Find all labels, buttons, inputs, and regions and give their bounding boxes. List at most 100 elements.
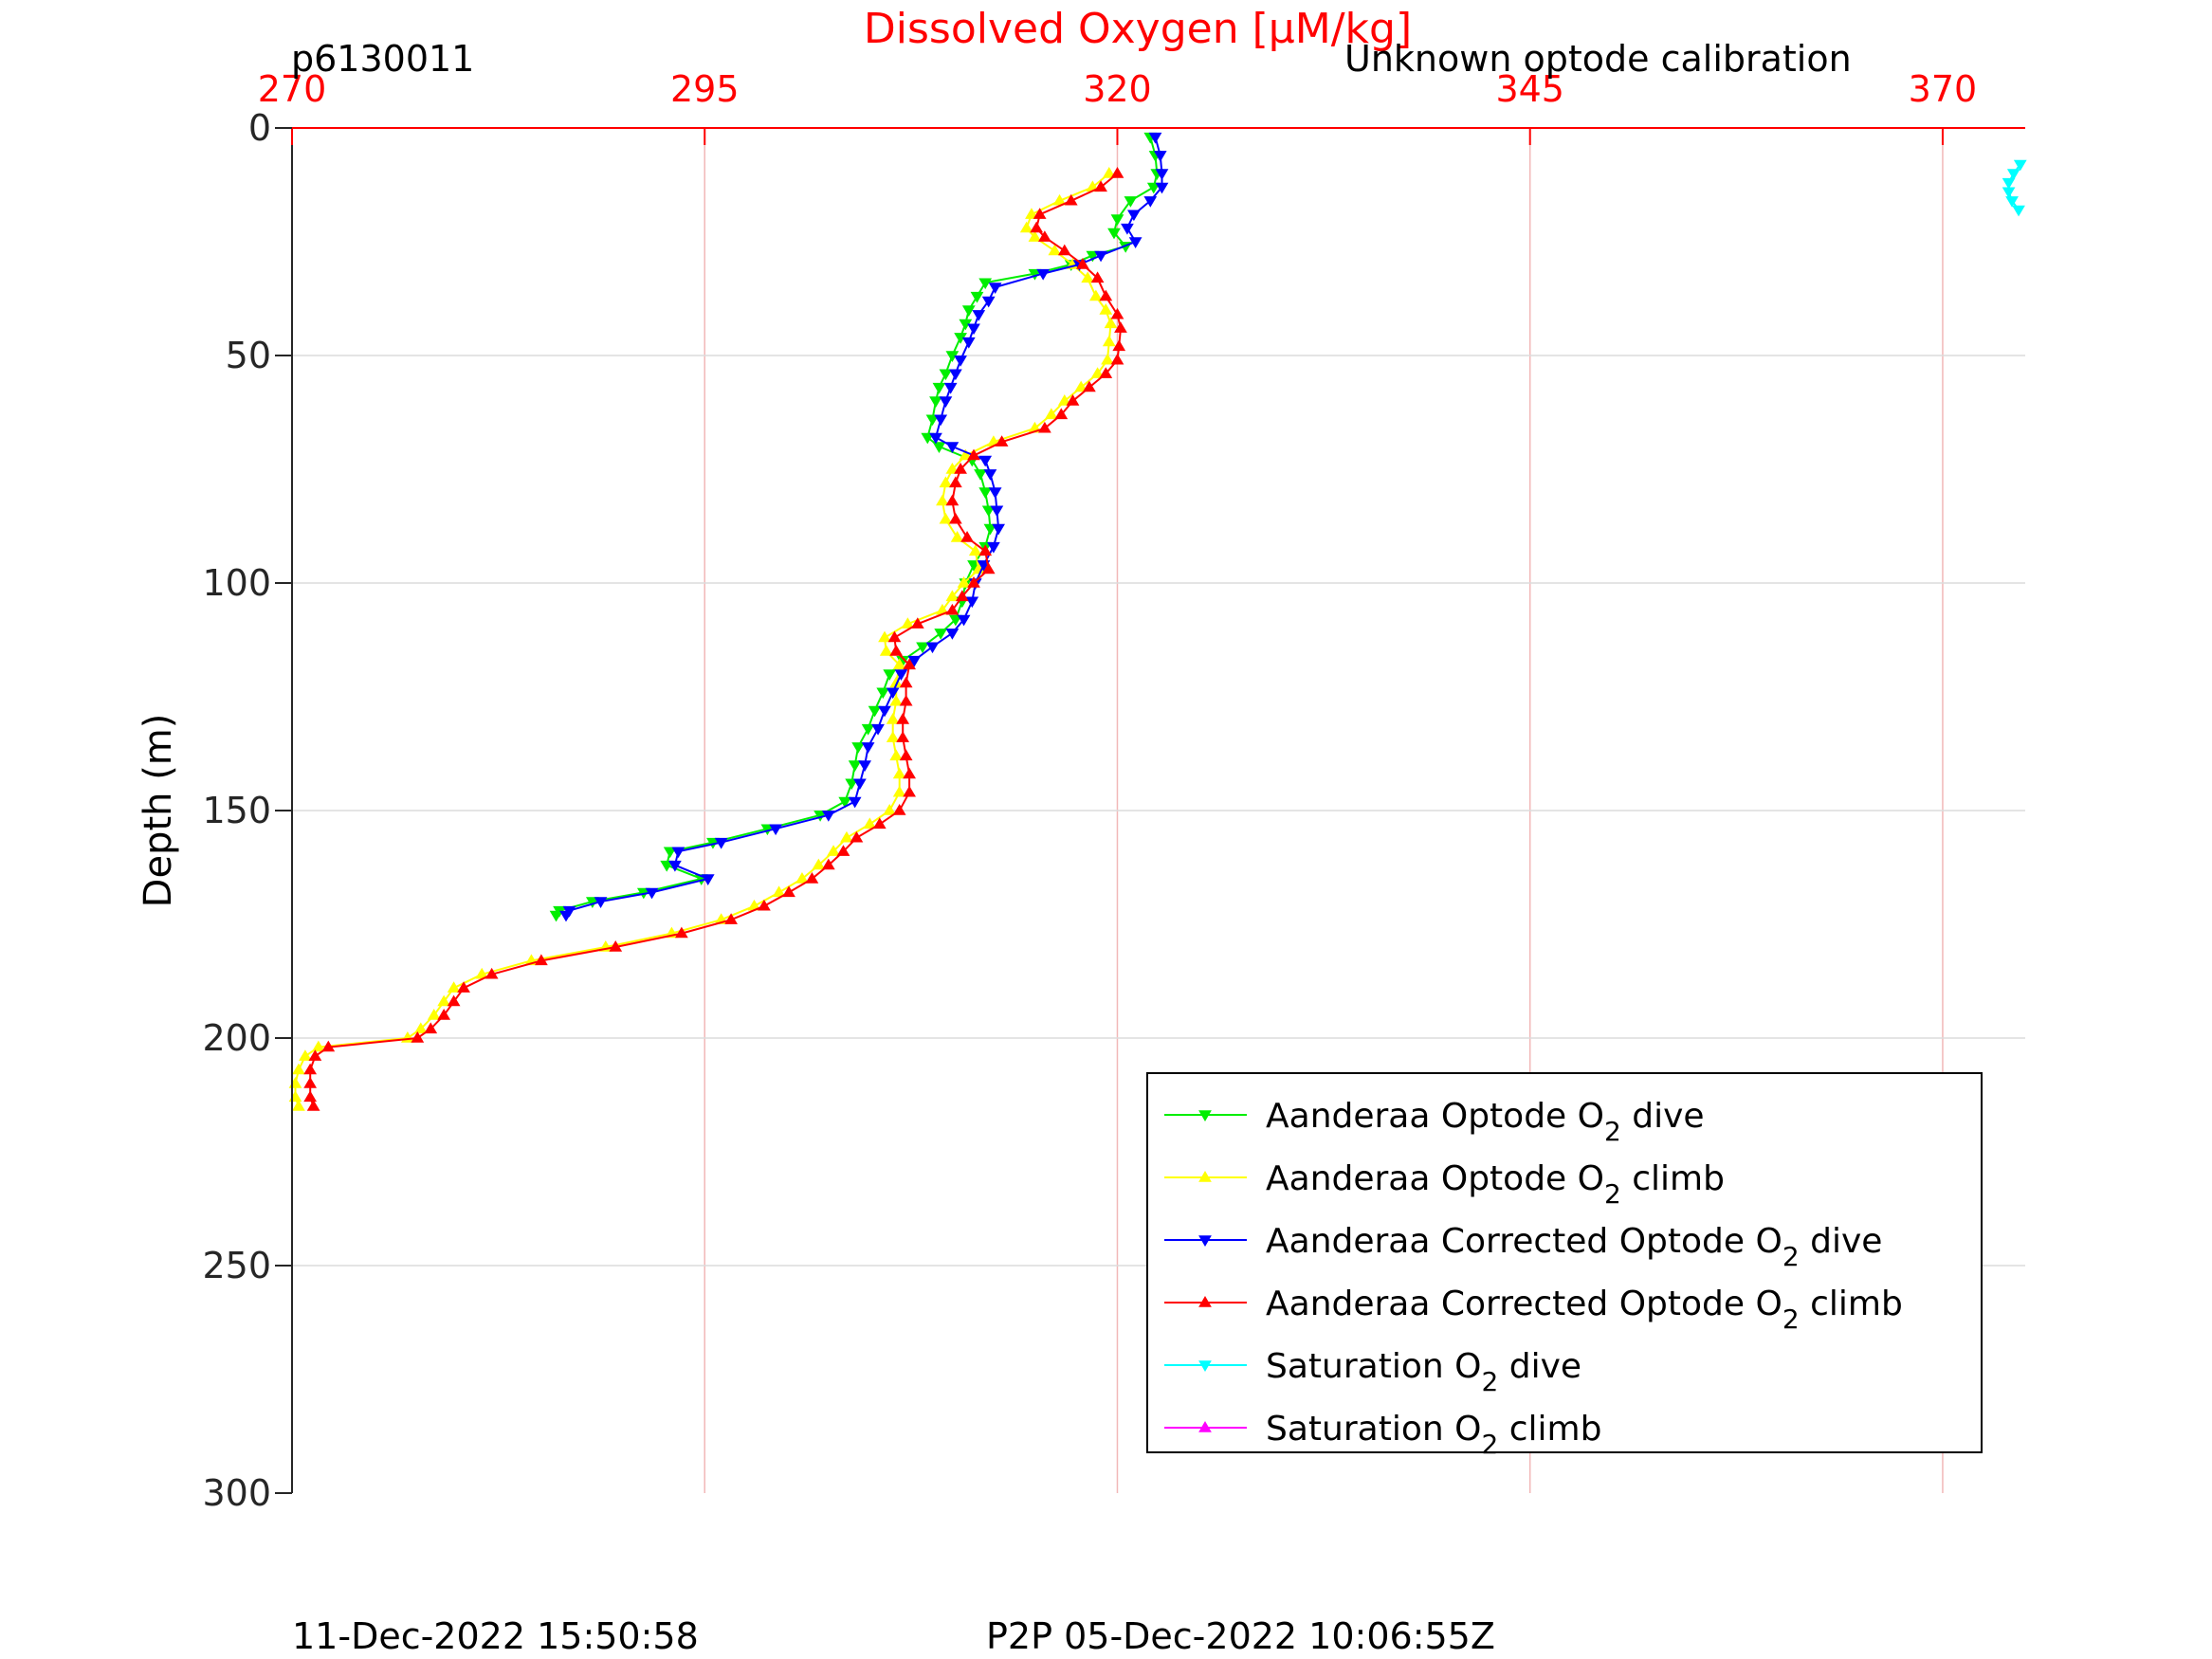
data-point bbox=[1057, 394, 1071, 406]
data-point bbox=[932, 442, 946, 453]
data-point bbox=[943, 382, 958, 394]
data-point bbox=[772, 885, 786, 898]
data-point bbox=[981, 505, 996, 518]
data-point bbox=[878, 705, 891, 718]
data-point bbox=[992, 523, 1006, 536]
data-point bbox=[886, 713, 900, 724]
data-point bbox=[939, 476, 953, 488]
data-point bbox=[838, 796, 852, 809]
data-point bbox=[957, 614, 971, 627]
data-point bbox=[858, 760, 871, 772]
data-point bbox=[1090, 367, 1105, 378]
legend-marker bbox=[1198, 1171, 1212, 1182]
data-point bbox=[1101, 353, 1114, 365]
data-point bbox=[961, 305, 976, 317]
data-point bbox=[954, 463, 967, 474]
data-point bbox=[671, 847, 686, 859]
legend-marker bbox=[1198, 1296, 1212, 1307]
data-point bbox=[948, 512, 962, 524]
data-point bbox=[945, 629, 960, 640]
data-point bbox=[645, 887, 659, 900]
data-point bbox=[840, 830, 853, 843]
data-point bbox=[1033, 208, 1047, 219]
data-point bbox=[972, 310, 986, 321]
data-point bbox=[321, 1040, 336, 1052]
data-point bbox=[896, 713, 910, 724]
y-axis-label: Depth (m) bbox=[137, 714, 180, 908]
y-tick-label: 0 bbox=[248, 107, 271, 149]
data-point bbox=[2002, 177, 2016, 190]
data-point bbox=[876, 687, 890, 700]
data-point bbox=[1114, 321, 1127, 333]
data-point bbox=[978, 455, 993, 467]
series-group bbox=[288, 167, 1118, 1111]
data-point bbox=[899, 749, 913, 761]
data-point bbox=[1099, 289, 1113, 301]
data-point bbox=[1124, 196, 1138, 208]
data-point bbox=[889, 694, 904, 706]
data-point bbox=[1104, 317, 1118, 329]
y-tick-label: 150 bbox=[202, 790, 271, 831]
data-point bbox=[921, 432, 935, 445]
data-point bbox=[901, 617, 915, 629]
x-axis-label: Dissolved Oxygen [μM/kg] bbox=[864, 5, 1412, 53]
data-series bbox=[288, 132, 2027, 1111]
data-point bbox=[929, 396, 942, 408]
data-point bbox=[805, 872, 819, 884]
data-point bbox=[889, 645, 904, 656]
data-point bbox=[758, 899, 771, 911]
data-point bbox=[988, 487, 1002, 499]
data-point bbox=[1155, 169, 1169, 180]
data-point bbox=[848, 796, 862, 809]
data-point bbox=[812, 858, 826, 870]
data-point bbox=[981, 562, 996, 574]
data-point bbox=[945, 494, 960, 506]
data-point bbox=[413, 1022, 428, 1034]
data-point bbox=[1121, 223, 1134, 235]
data-point bbox=[1107, 228, 1121, 240]
data-point bbox=[967, 448, 980, 461]
data-point bbox=[714, 837, 728, 849]
data-point bbox=[899, 676, 913, 688]
data-point bbox=[916, 642, 929, 654]
x-tick-label: 320 bbox=[1083, 68, 1152, 110]
data-point bbox=[411, 1031, 425, 1043]
data-point bbox=[945, 463, 960, 474]
data-point bbox=[939, 369, 953, 381]
data-point bbox=[883, 669, 897, 681]
data-point bbox=[950, 531, 964, 542]
data-point bbox=[457, 981, 470, 993]
data-point bbox=[1057, 244, 1071, 256]
data-point bbox=[663, 847, 677, 859]
x-tick-label: 345 bbox=[1495, 68, 1564, 110]
data-point bbox=[907, 655, 922, 667]
data-point bbox=[978, 544, 993, 556]
data-point bbox=[1110, 167, 1124, 178]
data-point bbox=[1054, 408, 1069, 420]
data-point bbox=[447, 981, 461, 993]
data-point bbox=[821, 811, 835, 822]
data-point bbox=[959, 448, 973, 461]
data-point bbox=[925, 642, 940, 654]
data-point bbox=[967, 560, 980, 572]
data-point bbox=[724, 913, 738, 924]
data-point bbox=[868, 705, 882, 718]
data-point bbox=[903, 767, 916, 779]
data-point bbox=[424, 1022, 438, 1034]
x-tick-label: 370 bbox=[1909, 68, 1978, 110]
legend-marker bbox=[1198, 1421, 1212, 1432]
data-point bbox=[549, 910, 563, 922]
data-point bbox=[674, 926, 688, 939]
data-point bbox=[974, 469, 987, 481]
data-point bbox=[299, 1049, 312, 1061]
data-point bbox=[892, 804, 906, 815]
data-point bbox=[2005, 196, 2019, 208]
data-point bbox=[1025, 208, 1038, 219]
data-point bbox=[484, 967, 499, 979]
data-point bbox=[1074, 380, 1088, 392]
legend-marker bbox=[1198, 1360, 1212, 1372]
data-point bbox=[948, 614, 962, 627]
data-point bbox=[2002, 187, 2016, 199]
data-point bbox=[437, 994, 451, 1007]
data-point bbox=[1037, 230, 1051, 242]
